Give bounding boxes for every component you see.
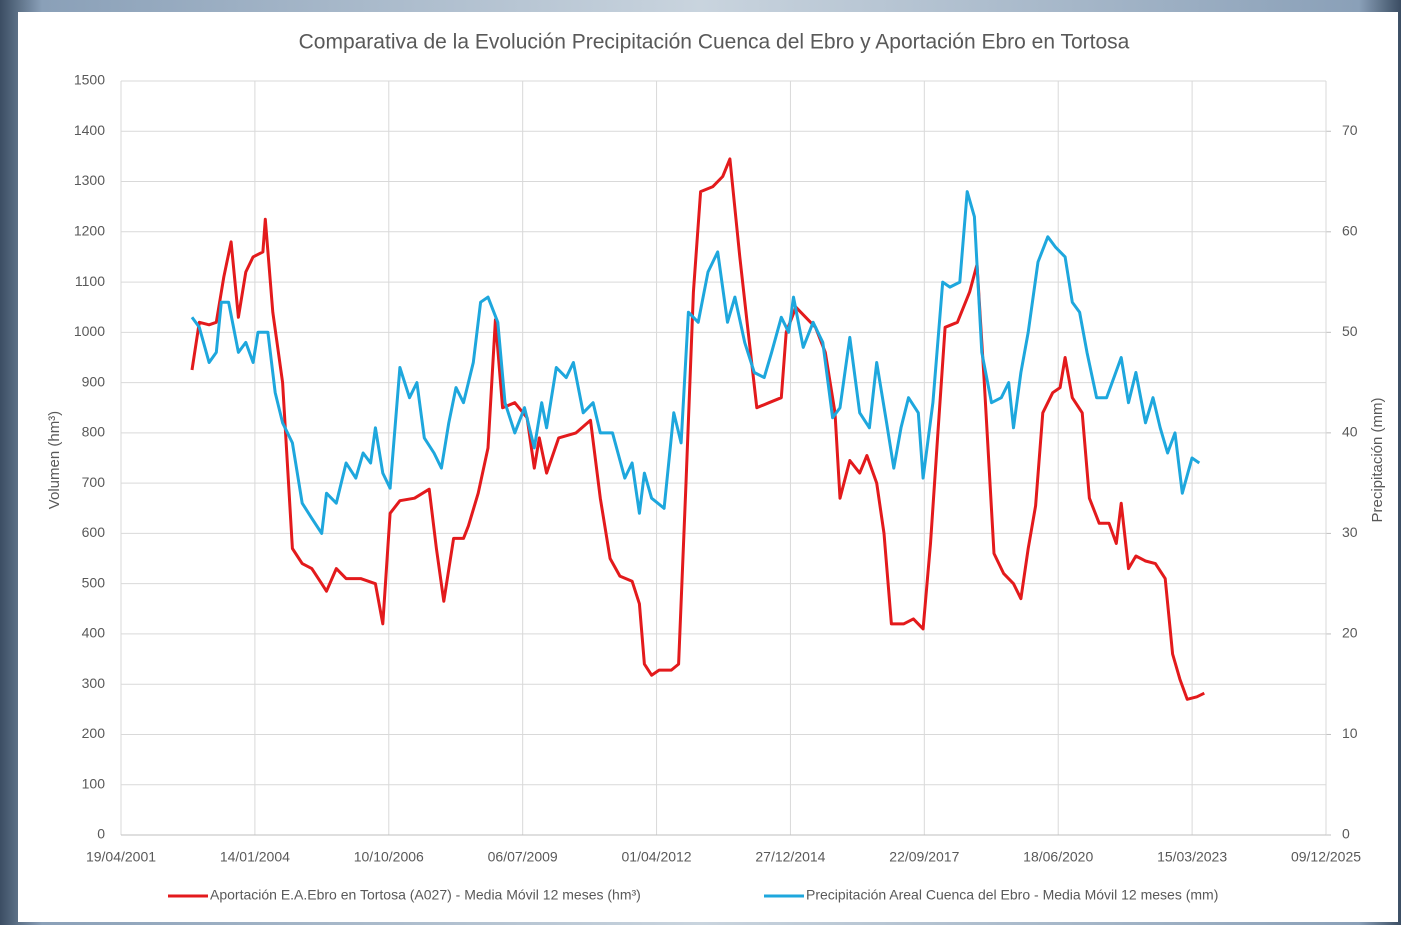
y-axis-label: Volumen (hm³)	[46, 411, 63, 509]
x-tick-label: 19/04/2001	[86, 849, 156, 865]
y-tick-label: 200	[82, 725, 106, 741]
y2-tick-label: 30	[1342, 524, 1358, 540]
y-tick-label: 500	[82, 574, 106, 590]
x-tick-label: 06/07/2009	[488, 849, 558, 865]
legend-label: Aportación E.A.Ebro en Tortosa (A027) - …	[210, 887, 641, 903]
y-tick-label: 300	[82, 675, 106, 691]
y-tick-label: 0	[97, 826, 105, 842]
y2-axis-label: Precipitación (mm)	[1369, 397, 1386, 522]
y-tick-label: 1100	[75, 273, 105, 289]
chart-area	[18, 12, 1398, 922]
y2-tick-label: 60	[1342, 223, 1358, 239]
y2-tick-label: 10	[1342, 725, 1358, 741]
series-line	[190, 157, 1205, 701]
x-tick-label: 22/09/2017	[889, 849, 959, 865]
x-tick-label: 18/06/2020	[1023, 849, 1093, 865]
legend-label: Precipitación Areal Cuenca del Ebro - Me…	[806, 887, 1218, 903]
y-tick-label: 1500	[74, 72, 105, 88]
x-tick-label: 14/01/2004	[220, 849, 290, 865]
y-tick-label: 1000	[74, 323, 105, 339]
x-tick-label: 15/03/2023	[1157, 849, 1227, 865]
y-tick-label: 700	[82, 474, 106, 490]
y-tick-label: 1200	[74, 223, 105, 239]
y2-tick-label: 0	[1342, 826, 1350, 842]
y-tick-label: 400	[82, 625, 106, 641]
y-tick-label: 800	[82, 424, 106, 440]
series-line	[190, 190, 1201, 535]
y-tick-label: 600	[82, 524, 106, 540]
x-tick-label: 27/12/2014	[755, 849, 825, 865]
y2-tick-label: 50	[1342, 323, 1358, 339]
x-tick-label: 01/04/2012	[622, 849, 692, 865]
y-tick-label: 900	[82, 373, 106, 389]
y-tick-label: 1400	[74, 122, 105, 138]
y2-tick-label: 40	[1342, 424, 1358, 440]
x-tick-label: 10/10/2006	[354, 849, 424, 865]
y2-tick-label: 20	[1342, 625, 1358, 641]
y-tick-label: 1300	[74, 172, 105, 188]
x-tick-label: 09/12/2025	[1291, 849, 1361, 865]
y-tick-label: 100	[82, 775, 106, 791]
chart-title: Comparativa de la Evolución Precipitació…	[299, 31, 1130, 54]
y2-tick-label: 70	[1342, 122, 1358, 138]
